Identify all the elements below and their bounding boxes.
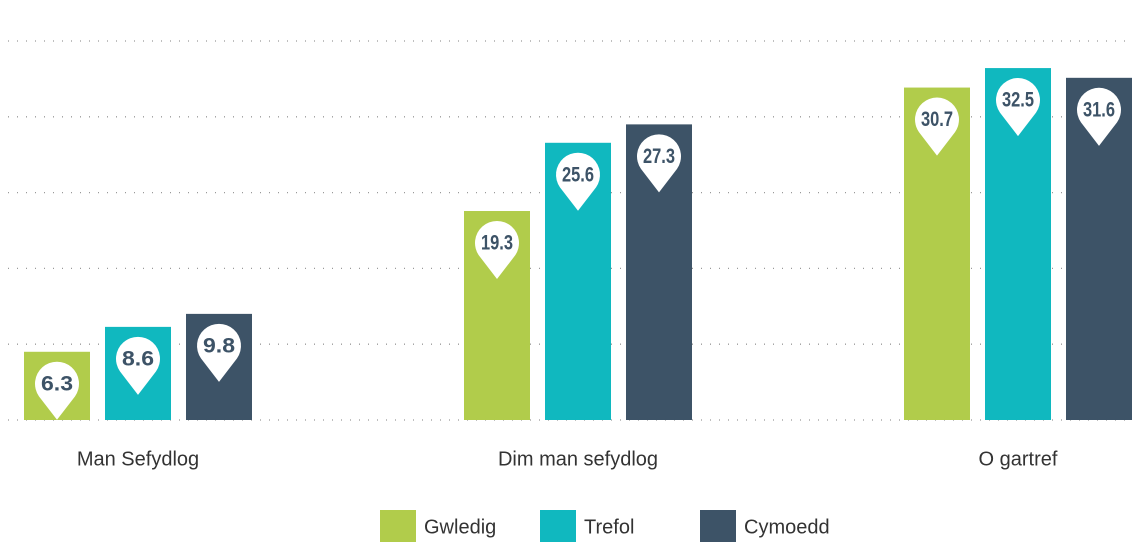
label-pin xyxy=(915,97,959,156)
data-label: 9.8 xyxy=(203,334,235,357)
data-label: 8.6 xyxy=(122,347,154,370)
legend-label: Trefol xyxy=(584,516,634,538)
label-pin xyxy=(35,361,79,420)
label-pin xyxy=(1077,87,1121,146)
label-pin xyxy=(637,134,682,193)
legend-swatch xyxy=(380,510,416,542)
label-pin xyxy=(475,220,519,280)
label-pin xyxy=(556,152,600,211)
legend-swatch xyxy=(700,510,736,542)
x-tick-label: O gartref xyxy=(979,448,1058,470)
legend-label: Gwledig xyxy=(424,516,496,538)
data-label: 19.3 xyxy=(481,232,513,255)
data-label: 27.3 xyxy=(643,145,675,168)
data-label: 32.5 xyxy=(1002,89,1034,112)
legend-label: Cymoedd xyxy=(744,516,830,538)
data-label: 25.6 xyxy=(562,163,594,186)
data-label: 31.6 xyxy=(1083,98,1115,121)
label-pin xyxy=(197,323,241,382)
data-label: 30.7 xyxy=(921,108,953,131)
data-label: 6.3 xyxy=(41,372,73,395)
label-pin xyxy=(996,78,1040,137)
x-tick-label: Dim man sefydlog xyxy=(498,448,658,470)
legend-swatch xyxy=(540,510,576,542)
x-tick-label: Man Sefydlog xyxy=(77,448,199,470)
label-pin xyxy=(115,336,160,395)
